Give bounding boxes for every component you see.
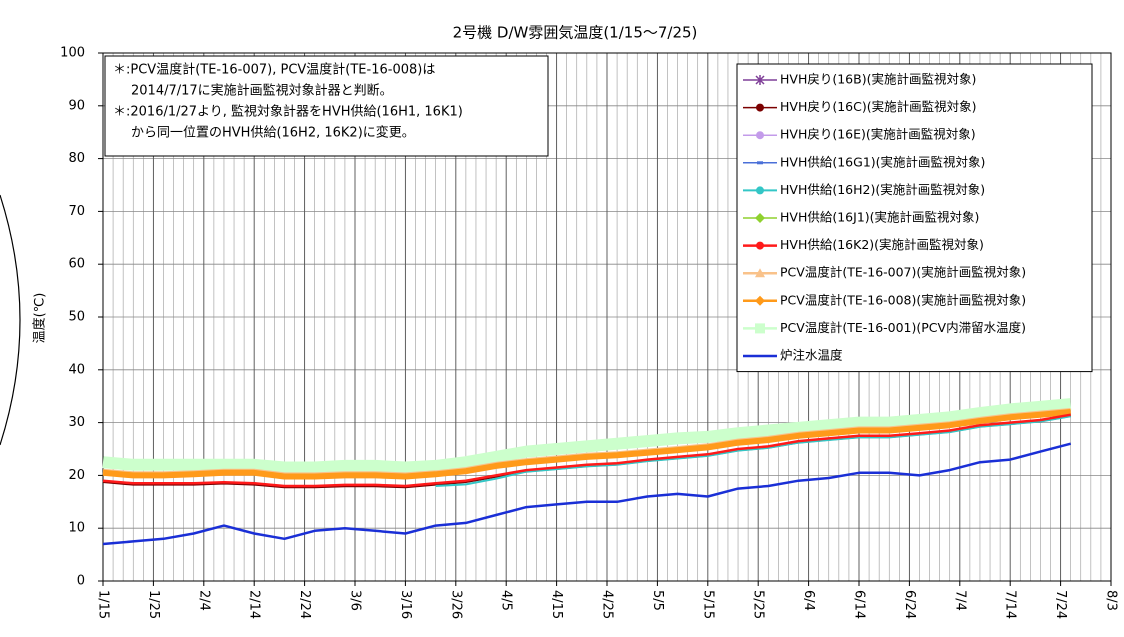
y-tick-label: 20 [68, 468, 85, 483]
legend-label: HVH戻り(16B)(実施計画監視対象) [780, 72, 976, 87]
note-text: 2014/7/17に実施計画監視対象計器と判断。 [131, 83, 393, 99]
y-tick-label: 10 [68, 521, 85, 536]
legend-marker [755, 213, 765, 223]
x-tick-label: 7/24 [1053, 590, 1068, 619]
note-text: から同一位置のHVH供給(16H2, 16K2)に変更。 [131, 125, 415, 141]
series-line [102, 398, 1072, 474]
x-tick-label: 7/4 [952, 590, 967, 611]
x-tick-label: 2/4 [196, 590, 211, 611]
legend-marker [756, 103, 764, 112]
y-tick-label: 90 [68, 98, 85, 113]
y-tick-label: 40 [68, 362, 85, 377]
legend-marker [756, 131, 764, 140]
x-tick-label: 3/16 [398, 590, 413, 619]
x-tick-label: 4/25 [600, 590, 615, 619]
x-tick-label: 7/14 [1003, 590, 1018, 619]
note-text: ＊:PCV温度計(TE-16-007), PCV温度計(TE-16-008)は [113, 62, 435, 78]
legend-label: HVH供給(16J1)(実施計画監視対象) [780, 210, 979, 225]
overlay: 0 10 20 30 40 50 60 70 80 90 100 1/15 1/25 2/4 2/14 2/2… [60, 46, 1118, 620]
series-line [435, 415, 1071, 487]
series-line [102, 409, 1071, 480]
x-tick-label: 4/5 [499, 590, 514, 611]
series-line [102, 413, 1071, 488]
x-tick-label: 6/24 [902, 590, 917, 619]
chart-title: 2号機 D/W雰囲気温度(1/15～7/25) [453, 24, 698, 42]
note-text: ＊:2016/1/27より, 監視対象計器をHVH供給(16H1, 16K1) [113, 104, 463, 120]
decoration-arc [0, 194, 21, 446]
legend-label: HVH戻り(16C)(実施計画監視対象) [780, 99, 977, 114]
legend-marker [755, 295, 765, 306]
legend-label: 炉注水温度 [780, 348, 843, 363]
legend-marker [755, 75, 765, 85]
legend-marker [756, 241, 764, 250]
x-tick-label: 2/24 [297, 590, 312, 619]
y-tick-label: 30 [68, 415, 85, 430]
legend-label: HVH供給(16H2)(実施計画監視対象) [780, 182, 985, 197]
series-line [102, 442, 1072, 546]
legend-marker [755, 268, 765, 278]
y-tick-label: 0 [77, 574, 85, 589]
x-tick-label: 6/14 [852, 590, 867, 619]
x-tick-label: 1/25 [146, 590, 161, 619]
legend-label: PCV温度計(TE-16-007)(実施計画監視対象) [780, 265, 1026, 280]
x-tick-label: 3/26 [448, 590, 463, 619]
x-tick-label: 1/15 [96, 590, 111, 619]
legend-marker [755, 323, 765, 334]
y-tick-label: 100 [60, 46, 85, 61]
legend-label: PCV温度計(TE-16-001)(PCV内滞留水温度) [780, 320, 1026, 335]
x-tick-label: 5/5 [650, 590, 665, 611]
x-tick-label: 5/15 [700, 590, 715, 619]
x-tick-label: 2/14 [247, 590, 262, 619]
y-tick-label: 50 [68, 310, 85, 325]
y-tick-label: 60 [68, 257, 85, 272]
y-tick-label: 70 [68, 204, 85, 219]
plot [102, 398, 1072, 546]
legend-label: HVH供給(16K2)(実施計画監視対象) [780, 237, 984, 252]
y-axis-label: 温度(℃) [32, 293, 48, 344]
legend-label: PCV温度計(TE-16-008)(実施計画監視対象) [780, 292, 1026, 307]
x-tick-label: 5/25 [751, 590, 766, 619]
x-tick-label: 3/6 [348, 590, 363, 611]
plot-frame [102, 52, 1112, 582]
x-tick-label: 4/15 [549, 590, 564, 619]
legend-label: HVH供給(16G1)(実施計画監視対象) [780, 154, 985, 169]
legend-label: HVH戻り(16E)(実施計画監視対象) [780, 127, 976, 142]
note-box [104, 55, 549, 157]
legend-marker [756, 186, 764, 195]
y-tick-label: 80 [68, 151, 85, 166]
x-tick-label: 8/3 [1104, 590, 1119, 611]
x-tick-label: 6/4 [801, 590, 816, 611]
legend-box [736, 63, 1093, 373]
